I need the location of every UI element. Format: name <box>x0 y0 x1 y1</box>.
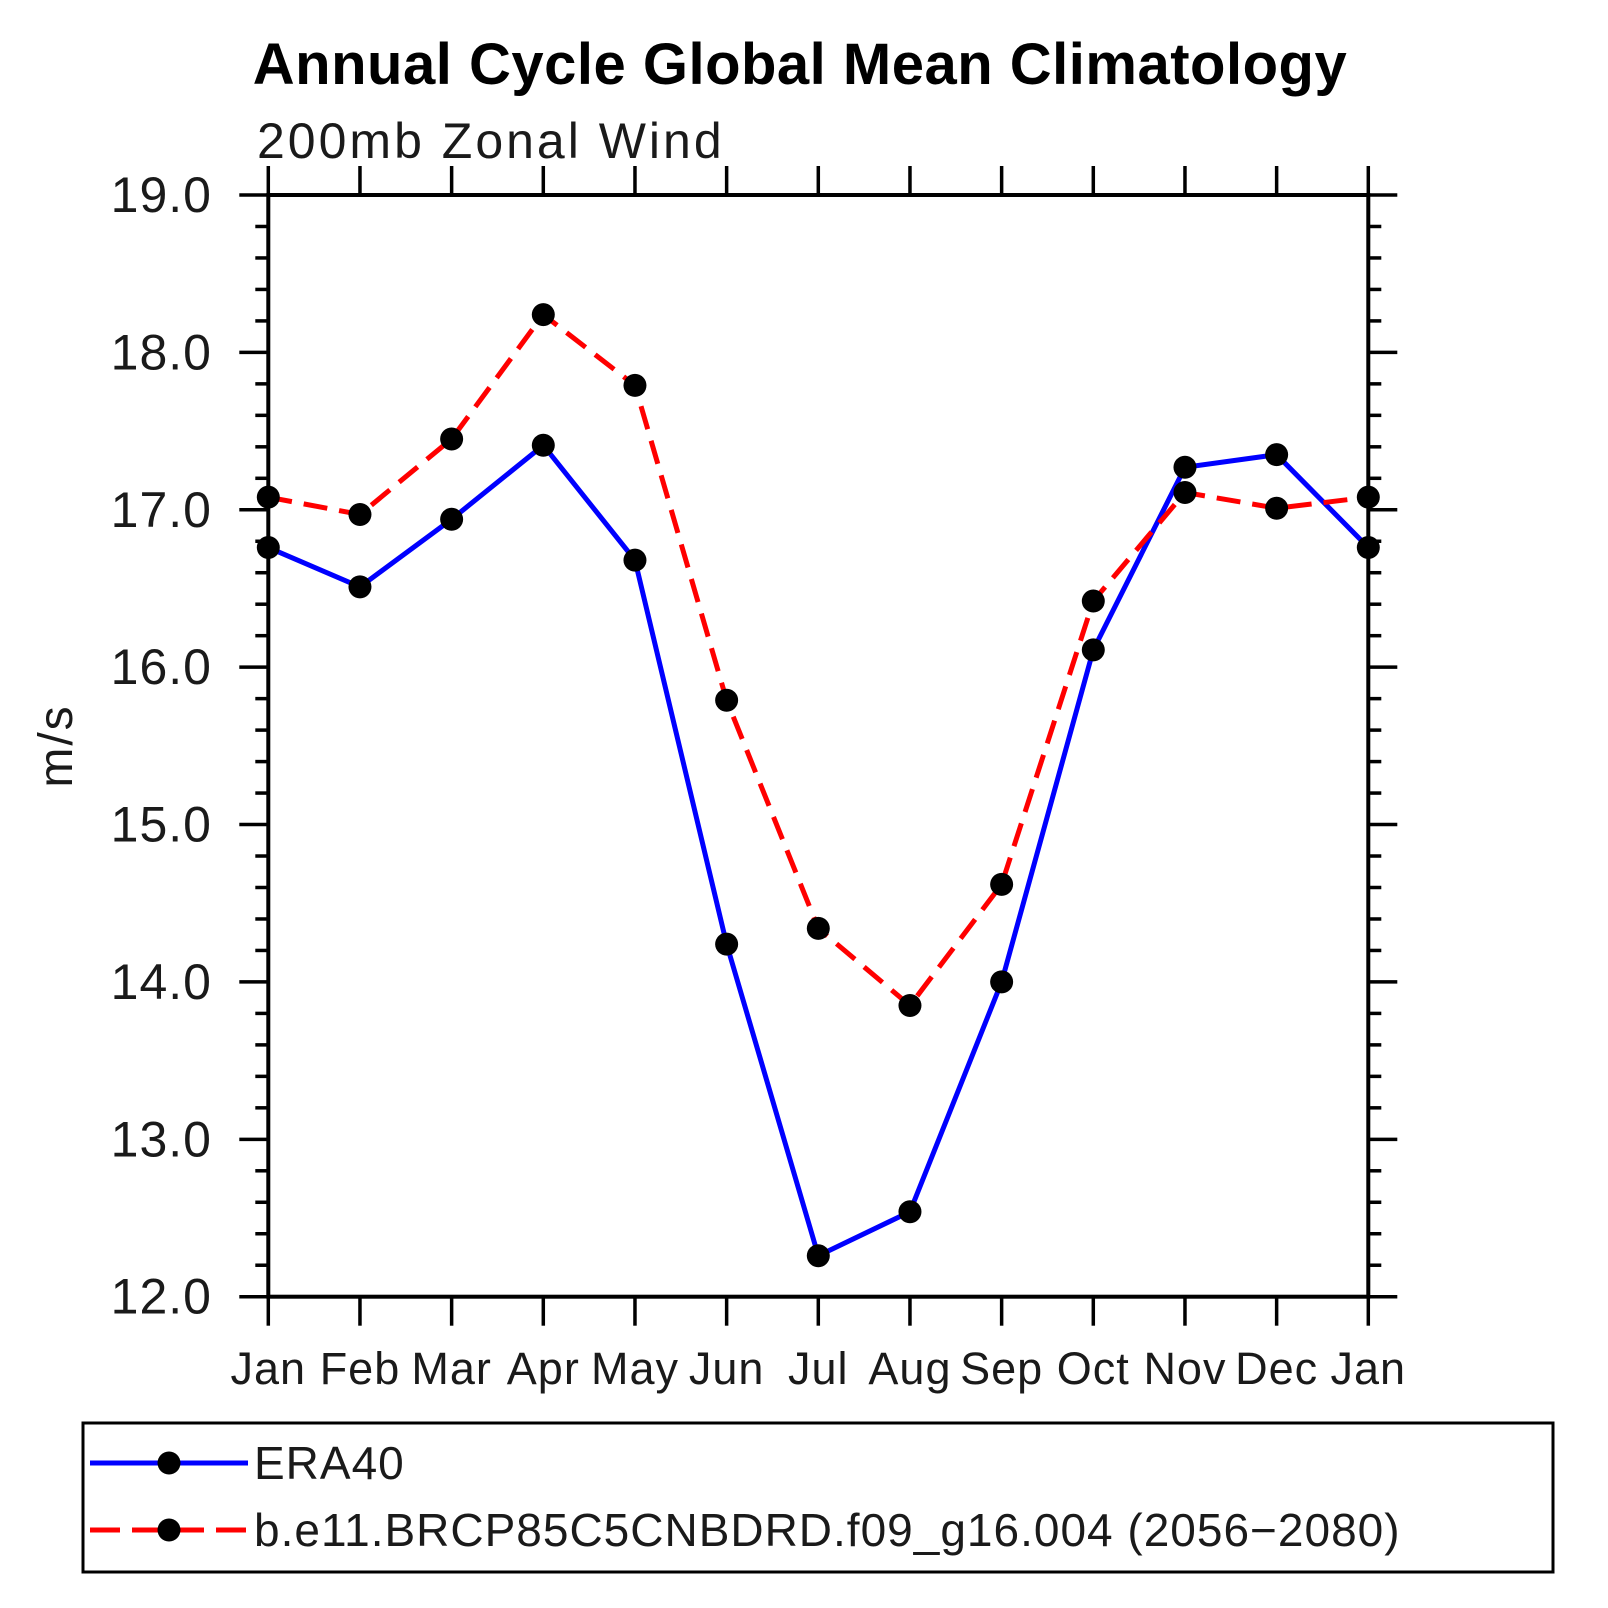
series-line-0 <box>267 441 1371 1260</box>
y-tick-label: 14.0 <box>111 954 212 1010</box>
x-tick-label: Dec <box>1235 1343 1318 1394</box>
y-tick-label: 19.0 <box>111 167 212 223</box>
data-point-1 <box>1356 485 1380 509</box>
data-point-1 <box>531 303 555 327</box>
data-point-0 <box>256 536 280 560</box>
y-tick-label: 16.0 <box>111 639 212 695</box>
y-tick-label: 12.0 <box>111 1269 212 1325</box>
x-tick-label: Jan <box>1331 1343 1407 1394</box>
data-point-0 <box>1173 455 1197 479</box>
chart-title: Annual Cycle Global Mean Climatology <box>253 32 1347 97</box>
series-layer <box>256 303 1380 1268</box>
y-tick-labels: 12.0 13.0 14.0 15.0 16.0 17.0 18.0 19.0 <box>111 167 212 1325</box>
data-point-0 <box>1356 536 1380 560</box>
data-point-1 <box>348 502 372 526</box>
legend-box <box>81 1421 1555 1574</box>
x-tick-labels: Jan Feb Mar Apr May Jun Jul Aug Sep Oct Nov Dec Jan <box>231 1343 1407 1394</box>
x-tick-label: Mar <box>411 1343 492 1394</box>
data-point-1 <box>1173 480 1197 504</box>
x-tick-label: Nov <box>1143 1343 1226 1394</box>
data-point-1 <box>440 427 464 451</box>
axis-ticks <box>239 166 1398 1326</box>
x-tick-label: Apr <box>507 1343 580 1394</box>
data-point-1 <box>806 916 830 940</box>
legend-item-model: b.e11.BRCP85C5CNBDRD.f09_g16.004 (2056−2… <box>90 1504 1401 1556</box>
data-point-1 <box>990 872 1014 896</box>
plot-frame <box>266 193 1371 1299</box>
legend-marker-dot <box>157 1518 181 1542</box>
data-point-1 <box>623 373 647 397</box>
x-tick-label: Aug <box>868 1343 951 1394</box>
data-point-0 <box>715 932 739 956</box>
y-axis-label: m/s <box>30 704 83 787</box>
legend-label-era40: ERA40 <box>254 1437 405 1489</box>
x-tick-label: Feb <box>320 1343 401 1394</box>
data-point-1 <box>715 688 739 712</box>
x-tick-label: Jun <box>689 1343 765 1394</box>
y-tick-label: 18.0 <box>111 324 212 380</box>
x-tick-label: Jan <box>231 1343 307 1394</box>
data-point-0 <box>440 507 464 531</box>
data-point-0 <box>990 970 1014 994</box>
legend-marker-dot <box>157 1451 181 1475</box>
data-point-0 <box>806 1244 830 1268</box>
series-line-1 <box>267 311 1369 1010</box>
data-point-0 <box>1081 638 1105 662</box>
data-point-0 <box>898 1200 922 1224</box>
x-tick-label: Sep <box>960 1343 1043 1394</box>
data-point-0 <box>1265 443 1289 467</box>
legend: ERA40 b.e11.BRCP85C5CNBDRD.f09_g16.004 (… <box>81 1421 1555 1574</box>
x-tick-label: Jul <box>788 1343 849 1394</box>
data-point-1 <box>898 994 922 1018</box>
chart-subtitle: 200mb Zonal Wind <box>257 113 725 169</box>
data-point-0 <box>531 433 555 457</box>
y-tick-label: 15.0 <box>111 797 212 853</box>
data-point-0 <box>623 548 647 572</box>
data-point-1 <box>256 485 280 509</box>
y-tick-label: 17.0 <box>111 482 212 538</box>
x-tick-label: May <box>591 1343 679 1394</box>
x-tick-label: Oct <box>1057 1343 1130 1394</box>
data-point-1 <box>1265 496 1289 520</box>
legend-label-model: b.e11.BRCP85C5CNBDRD.f09_g16.004 (2056−2… <box>254 1504 1401 1556</box>
data-point-0 <box>348 575 372 599</box>
y-tick-label: 13.0 <box>111 1111 212 1167</box>
data-point-1 <box>1081 589 1105 613</box>
legend-item-era40: ERA40 <box>90 1437 405 1489</box>
